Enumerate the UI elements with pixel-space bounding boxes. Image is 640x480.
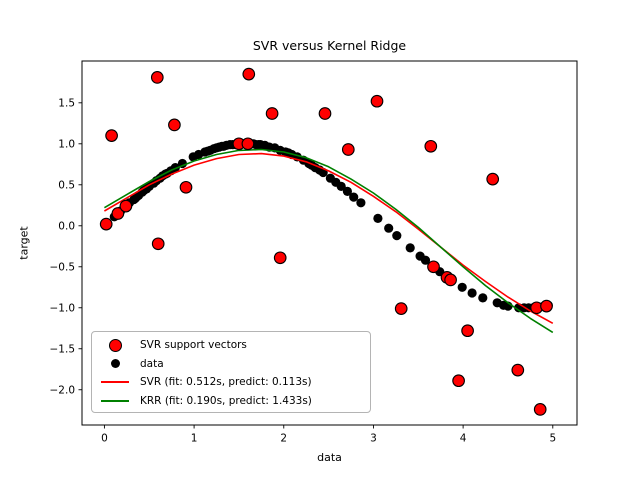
legend-marker-box [98, 338, 132, 352]
x-tick-label: 2 [280, 433, 287, 445]
support-vector-point [318, 107, 332, 120]
support-vector-point [273, 251, 287, 265]
x-tick-label: 3 [370, 433, 377, 445]
y-tick-label: −1.5 [50, 343, 76, 355]
y-tick-label: 0.5 [58, 179, 75, 191]
support-vector-point [265, 107, 279, 120]
data-point [373, 213, 383, 223]
support-vector-point [119, 199, 133, 213]
red-dot-marker-icon [108, 338, 122, 352]
support-vector-point [150, 71, 164, 84]
legend-marker-box [98, 381, 132, 384]
y-tick-label: 1.0 [58, 139, 75, 151]
support-vector-point [486, 172, 500, 186]
legend-item-support-vectors: SVR support vectors [98, 336, 362, 355]
legend: SVR support vectors data SVR (fit: 0.512… [91, 331, 371, 413]
y-tick-label: 1.5 [58, 98, 75, 110]
support-vector-point [111, 207, 125, 220]
axes-frame [81, 60, 578, 426]
data-point [349, 192, 359, 202]
svr-prediction-curve [103, 152, 554, 325]
red-line-marker-icon [101, 381, 129, 384]
support-vector-point [511, 363, 525, 377]
support-vector-point [179, 180, 193, 194]
legend-item-svr-line: SVR (fit: 0.512s, predict: 0.113s) [98, 373, 362, 392]
support-vector-point [341, 143, 355, 156]
data-point [336, 181, 346, 191]
y-tick-label: −0.5 [50, 261, 76, 273]
support-vector-point [99, 217, 113, 231]
support-vector-point [424, 139, 438, 153]
support-vector-point [370, 94, 384, 108]
x-tick-label: 4 [460, 433, 467, 445]
data-point [405, 243, 415, 253]
data-point [420, 255, 431, 265]
data-point [342, 186, 352, 196]
legend-label: data [140, 357, 164, 370]
support-vector-point [105, 129, 118, 142]
support-vector-point [168, 118, 181, 132]
legend-item-krr-line: KRR (fit: 0.190s, predict: 1.433s) [98, 392, 362, 411]
support-vector-point [540, 299, 553, 313]
y-axis-label: target [17, 226, 31, 260]
data-point [356, 198, 366, 208]
support-vector-point [394, 302, 408, 315]
support-vector-point [242, 67, 256, 81]
support-vector-point [452, 374, 465, 388]
data-point [467, 288, 477, 298]
black-dot-marker-icon [110, 359, 120, 369]
legend-marker-box [98, 399, 132, 402]
legend-label: KRR (fit: 0.190s, predict: 1.433s) [140, 394, 312, 407]
support-vector-point [461, 324, 474, 338]
data-point [457, 282, 467, 292]
support-vector-point [151, 237, 165, 251]
x-tick-label: 1 [191, 433, 198, 445]
y-tick-label: −1.0 [50, 302, 76, 314]
x-axis-label: data [317, 451, 342, 464]
legend-item-data: data [98, 355, 362, 374]
y-tick-label: 0.0 [58, 220, 75, 232]
support-vector-point [533, 403, 547, 416]
support-vector-point [444, 273, 457, 287]
data-point [384, 223, 394, 233]
data-point [392, 231, 402, 241]
legend-label: SVR support vectors [140, 339, 247, 352]
chart-title: SVR versus Kernel Ridge [252, 38, 407, 53]
legend-marker-box [98, 359, 132, 369]
x-tick-label: 5 [549, 433, 556, 445]
support-vector-point [427, 260, 440, 274]
green-line-marker-icon [101, 399, 129, 402]
data-point [478, 293, 488, 303]
legend-label: SVR (fit: 0.512s, predict: 0.113s) [140, 376, 312, 389]
support-vector-point [241, 137, 255, 151]
krr-prediction-curve [103, 148, 554, 334]
x-tick-label: 0 [101, 433, 108, 445]
y-tick-label: −2.0 [50, 384, 76, 396]
